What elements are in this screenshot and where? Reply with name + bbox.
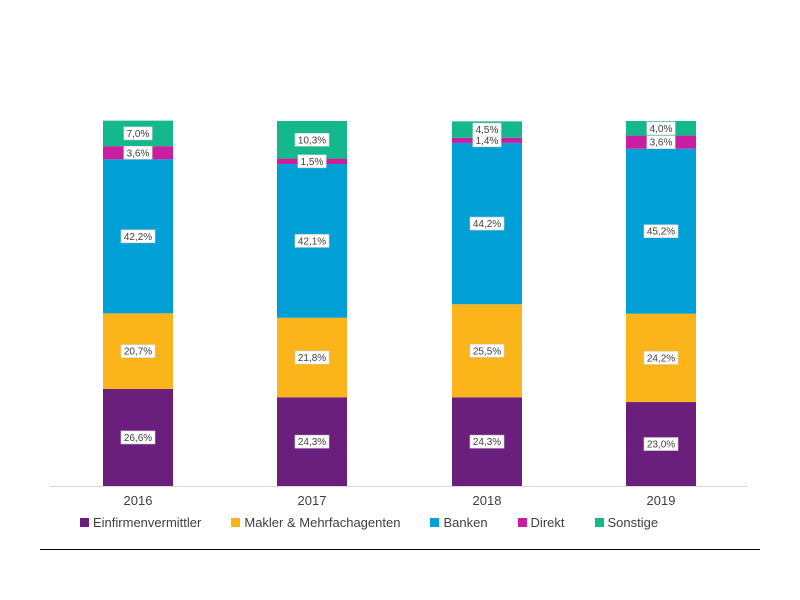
x-tick-label-2018: 2018 [473,493,502,508]
legend-swatch [231,517,241,527]
data-label-box-2018-2 [469,343,505,358]
data-label-2019-1: 23,0% [647,440,675,451]
data-label-2018-3: 44,2% [473,219,501,230]
legend-item-4: Direkt [517,514,565,530]
legend-item-1: Einfirmenvermittler [80,515,201,530]
data-label-box-2019-5 [646,121,676,136]
data-label-box-2018-5 [472,122,502,137]
x-tick-label-2017: 2017 [298,493,327,508]
legend-swatch [430,517,440,527]
legend-label: Makler & Mehrfachagenten [244,514,401,530]
data-label-box-2018-3 [469,216,505,231]
data-label-box-2016-3 [120,229,156,244]
data-label-2016-2: 20,7% [124,347,152,358]
data-label-box-2017-2 [294,350,330,365]
data-label-box-2019-2 [643,351,679,365]
data-label-2017-2: 21,8% [298,353,326,364]
data-label-box-2019-3 [643,224,679,239]
data-label-2019-2: 24,2% [647,353,675,364]
data-label-box-2019-1 [643,437,679,451]
data-label-box-2016-5 [123,126,153,141]
data-label-2018-5: 4,5% [476,125,499,136]
data-label-box-2018-1 [469,434,505,449]
legend: Einfirmenvermittler Makler & Mehrfachagen… [80,512,740,532]
data-label-2016-3: 42,2% [124,232,152,243]
legend-swatch [80,517,89,527]
legend-label: Banken [443,514,488,530]
data-label-2017-5: 10,3% [298,135,326,146]
legend-label: Einfirmenvermittler [93,514,202,530]
legend-swatch [594,517,604,527]
data-label-2017-1: 24,3% [298,437,326,448]
bottom-rule [40,549,760,550]
x-tick-label-2019: 2019 [647,493,676,508]
data-label-2019-3: 45,2% [647,227,675,238]
data-label-2019-4: 3,6% [650,138,673,149]
legend-label: Direkt [530,514,565,530]
legend-item-3: Banken [430,514,488,530]
data-label-2018-2: 25,5% [473,346,501,357]
data-label-2018-4: 1,4% [476,136,499,147]
legend-item-5: Sonstige [594,514,659,530]
data-label-box-2016-2 [120,344,156,358]
data-label-box-2017-5 [294,132,330,147]
data-label-2018-1: 24,3% [473,437,501,448]
data-label-box-2017-4 [297,154,327,169]
data-label-box-2016-1 [120,430,156,445]
x-tick-label-2016: 2016 [124,493,153,508]
data-label-box-2019-4 [646,135,676,149]
legend-label: Sonstige [607,514,659,530]
legend-item-2: Makler & Mehrfachagenten [231,515,400,530]
data-label-2017-3: 42,1% [298,236,326,247]
data-label-2016-4: 3,6% [127,148,150,159]
data-label-2016-5: 7,0% [127,129,150,140]
legend-swatch [517,517,527,527]
data-label-2016-1: 26,6% [124,433,152,444]
data-label-box-2017-1 [294,434,330,449]
data-label-box-2017-3 [294,234,330,248]
data-label-box-2016-4 [123,145,153,160]
data-label-2019-5: 4,0% [650,124,673,135]
data-label-2017-4: 1,5% [301,157,324,168]
